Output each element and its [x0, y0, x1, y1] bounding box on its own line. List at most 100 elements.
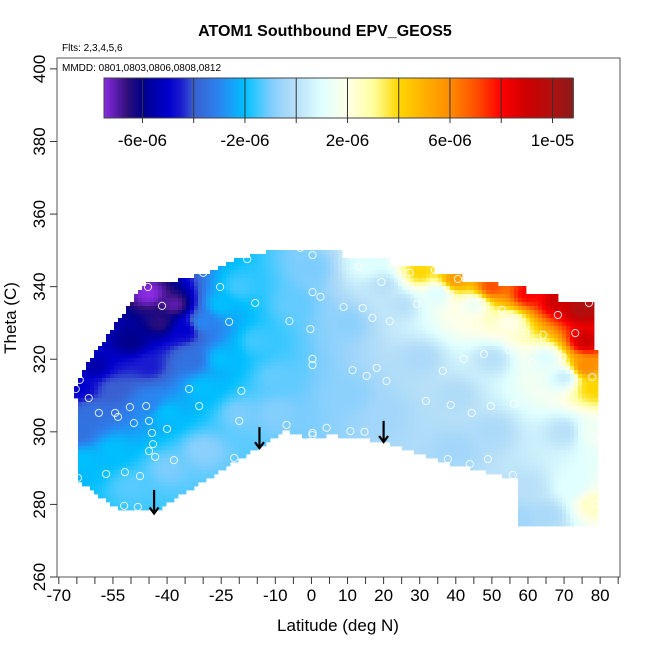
field-cell [402, 398, 407, 403]
field-cell [286, 406, 291, 411]
field-cell [538, 390, 543, 395]
field-cell [162, 426, 167, 431]
flights-subtitle: Flts: 2,3,4,5,6 [62, 43, 123, 54]
field-cell [470, 350, 475, 355]
field-cell [374, 302, 379, 307]
field-cell [290, 290, 295, 295]
field-cell [366, 386, 371, 391]
field-cell [190, 342, 195, 347]
field-cell [410, 414, 415, 419]
field-cell [386, 410, 391, 415]
field-cell [286, 398, 291, 403]
field-cell [214, 350, 219, 355]
field-cell [310, 394, 315, 399]
field-cell [210, 398, 215, 403]
field-cell [454, 306, 459, 311]
field-cell [158, 414, 163, 419]
field-cell [478, 418, 483, 423]
field-cell [518, 318, 523, 323]
field-cell [166, 394, 171, 399]
field-cell [466, 378, 471, 383]
field-cell [430, 430, 435, 435]
field-cell [382, 258, 387, 263]
field-cell [110, 406, 115, 411]
field-cell [174, 330, 179, 335]
field-cell [494, 410, 499, 415]
field-cell [510, 378, 515, 383]
field-cell [130, 330, 135, 335]
field-cell [422, 398, 427, 403]
field-cell [402, 270, 407, 275]
field-cell [590, 358, 595, 363]
field-cell [514, 414, 519, 419]
field-cell [270, 294, 275, 299]
field-cell [426, 310, 431, 315]
field-cell [86, 398, 91, 403]
field-cell [414, 406, 419, 411]
field-cell [326, 258, 331, 263]
field-cell [310, 298, 315, 303]
field-cell [90, 362, 95, 367]
field-cell [110, 386, 115, 391]
field-cell [122, 362, 127, 367]
field-cell [450, 426, 455, 431]
field-cell [422, 354, 427, 359]
field-cell [406, 350, 411, 355]
field-cell [330, 410, 335, 415]
field-cell [262, 258, 267, 263]
field-cell [242, 370, 247, 375]
field-cell [570, 334, 575, 339]
field-cell [322, 378, 327, 383]
field-cell [482, 342, 487, 347]
field-cell [558, 322, 563, 327]
field-cell [554, 410, 559, 415]
field-cell [442, 286, 447, 291]
field-cell [126, 362, 131, 367]
field-cell [478, 286, 483, 291]
field-cell [550, 402, 555, 407]
field-cell [450, 326, 455, 331]
field-cell [142, 430, 147, 435]
field-cell [286, 314, 291, 319]
field-cell [358, 418, 363, 423]
field-cell [586, 406, 591, 411]
field-cell [578, 362, 583, 367]
field-cell [370, 354, 375, 359]
field-cell [334, 362, 339, 367]
field-cell [490, 338, 495, 343]
field-cell [274, 258, 279, 263]
field-cell [266, 414, 271, 419]
field-cell [98, 354, 103, 359]
field-cell [538, 298, 543, 303]
field-cell [230, 262, 235, 267]
field-cell [458, 278, 463, 283]
field-cell [582, 306, 587, 311]
field-cell [194, 378, 199, 383]
field-cell [286, 318, 291, 323]
field-cell [522, 414, 527, 419]
field-cell [150, 386, 155, 391]
field-cell [426, 394, 431, 399]
field-cell [330, 262, 335, 267]
field-cell [222, 374, 227, 379]
field-cell [558, 330, 563, 335]
field-cell [406, 302, 411, 307]
field-cell [414, 410, 419, 415]
field-cell [462, 314, 467, 319]
field-cell [358, 390, 363, 395]
field-cell [238, 362, 243, 367]
field-cell [462, 322, 467, 327]
field-cell [546, 358, 551, 363]
field-cell [430, 394, 435, 399]
field-cell [534, 406, 539, 411]
field-cell [86, 366, 91, 371]
field-cell [390, 270, 395, 275]
field-cell [154, 342, 159, 347]
field-cell [526, 398, 531, 403]
field-cell [90, 422, 95, 427]
field-cell [558, 426, 563, 431]
field-cell [186, 350, 191, 355]
field-cell [310, 250, 315, 255]
field-cell [366, 274, 371, 279]
